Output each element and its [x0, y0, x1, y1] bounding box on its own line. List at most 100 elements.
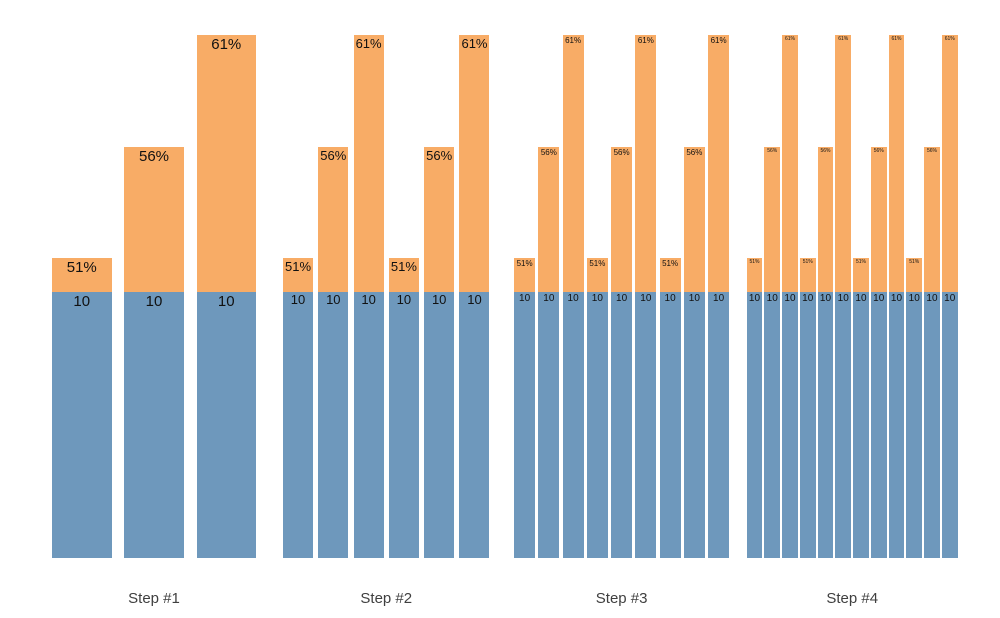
base-label: 10	[543, 293, 555, 304]
pct-label: 51%	[66, 259, 97, 276]
pct-segment: 56%	[764, 146, 781, 292]
bar-group-step-4: 51% 10 56% 10 61% 10 51% 10 56% 10 61% 10 51% 10 56% 10…	[746, 0, 958, 618]
base-segment: 10	[835, 292, 852, 558]
stacked-bar: 56% 10	[817, 146, 834, 558]
base-segment: 10	[538, 292, 560, 558]
pct-label: 51%	[390, 259, 417, 274]
group-label: Step #3	[595, 590, 648, 607]
base-segment: 10	[746, 292, 763, 558]
base-label: 10	[908, 293, 920, 304]
pct-segment: 51%	[52, 258, 112, 292]
pct-label: 61%	[637, 36, 654, 45]
bar-group-step-1: 51% 10 56% 10 61% 10 Step #1	[52, 0, 256, 618]
stacked-bar: 61% 10	[835, 35, 852, 558]
pct-label: 61%	[211, 36, 242, 53]
pct-label: 51%	[662, 259, 679, 268]
pct-segment: 51%	[514, 258, 536, 292]
base-segment: 10	[924, 292, 940, 558]
base-label: 10	[73, 293, 91, 310]
base-label: 10	[873, 293, 885, 304]
base-segment: 10	[514, 292, 536, 558]
base-label: 10	[616, 293, 628, 304]
base-label: 10	[290, 292, 306, 307]
pct-segment: 51%	[906, 258, 923, 292]
pct-label: 51%	[284, 259, 312, 274]
stacked-bar: 56% 10	[318, 146, 349, 558]
base-segment: 10	[635, 292, 657, 558]
stacked-bar: 56% 10	[124, 146, 184, 558]
pct-segment: 61%	[782, 35, 798, 292]
pct-segment: 51%	[586, 258, 608, 292]
base-segment: 10	[888, 292, 905, 558]
base-label: 10	[640, 293, 652, 304]
base-label: 10	[145, 293, 163, 310]
stacked-bar: 51% 10	[659, 258, 681, 558]
base-segment: 10	[124, 292, 184, 558]
pct-label: 56%	[138, 147, 170, 165]
base-segment: 10	[283, 292, 313, 558]
bar-group-step-3: 51% 10 56% 10 61% 10 51% 10 56% 10 61% 10 51% 10 56% 10…	[514, 0, 730, 618]
base-segment: 10	[196, 292, 256, 558]
pct-label: 56%	[767, 147, 778, 154]
base-segment: 10	[586, 292, 608, 558]
stacked-bar: 56% 10	[611, 146, 633, 558]
pct-segment: 56%	[683, 146, 705, 292]
stacked-bar: 61% 10	[635, 35, 657, 558]
group-label: Step #2	[360, 590, 413, 607]
pct-label: 51%	[589, 259, 606, 268]
pct-segment: 61%	[941, 35, 958, 292]
bar-group-step-2: 51% 10 56% 10 61% 10 51% 10 56% 10 61% 10 Step #2	[283, 0, 490, 618]
base-segment: 10	[562, 292, 584, 558]
pct-segment: 51%	[746, 258, 763, 292]
base-segment: 10	[906, 292, 923, 558]
group-label: Step #4	[826, 590, 879, 607]
stacked-bar: 61% 10	[353, 35, 384, 558]
pct-segment: 56%	[538, 146, 560, 292]
stacked-bar: 56% 10	[870, 146, 887, 558]
base-segment: 10	[683, 292, 705, 558]
stacked-bar: 61% 10	[459, 35, 490, 558]
pct-label: 61%	[710, 36, 727, 45]
base-segment: 10	[459, 292, 490, 558]
pct-label: 61%	[838, 36, 849, 42]
bars-row: 51% 10 56% 10 61% 10 51% 10 56% 10 61% 10 51% 10 56% 10…	[514, 0, 730, 558]
bars-row: 51% 10 56% 10 61% 10	[52, 0, 256, 558]
stacked-bar: 61% 10	[941, 35, 958, 558]
pct-segment: 56%	[924, 146, 940, 292]
pct-label: 51%	[855, 259, 866, 265]
stacked-bar: 61% 10	[782, 35, 798, 558]
base-label: 10	[519, 293, 531, 304]
pct-label: 61%	[784, 36, 795, 42]
bars-row: 51% 10 56% 10 61% 10 51% 10 56% 10 61% 10	[283, 0, 490, 558]
stacked-bar: 56% 10	[683, 146, 705, 558]
stacked-bar: 61% 10	[888, 35, 905, 558]
pct-label: 61%	[461, 36, 488, 51]
pct-segment: 56%	[318, 146, 349, 292]
pct-segment: 61%	[835, 35, 852, 292]
base-segment: 10	[52, 292, 112, 558]
pct-segment: 56%	[817, 146, 834, 292]
stacked-bar: 56% 10	[538, 146, 560, 558]
base-segment: 10	[659, 292, 681, 558]
base-label: 10	[431, 292, 447, 307]
bars-row: 51% 10 56% 10 61% 10 51% 10 56% 10 61% 10 51% 10 56% 10…	[746, 0, 958, 558]
base-label: 10	[567, 293, 579, 304]
pct-segment: 61%	[888, 35, 905, 292]
pct-label: 51%	[802, 259, 813, 265]
pct-label: 61%	[944, 36, 955, 42]
base-label: 10	[819, 293, 832, 304]
base-label: 10	[664, 293, 676, 304]
base-segment: 10	[388, 292, 419, 558]
stacked-bar: 51% 10	[586, 258, 608, 558]
pct-label: 56%	[686, 147, 703, 157]
pct-label: 56%	[926, 147, 937, 154]
base-segment: 10	[708, 292, 730, 558]
pct-label: 56%	[613, 147, 630, 157]
base-segment: 10	[353, 292, 384, 558]
pct-segment: 61%	[708, 35, 730, 292]
pct-label: 51%	[749, 259, 760, 265]
stacked-bar: 51% 10	[906, 258, 923, 558]
base-segment: 10	[817, 292, 834, 558]
pct-segment: 51%	[659, 258, 681, 292]
stacked-bar: 51% 10	[746, 258, 763, 558]
